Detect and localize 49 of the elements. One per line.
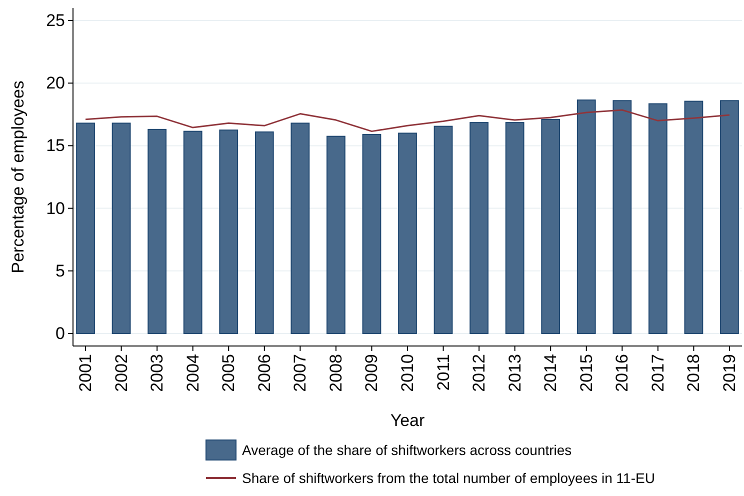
- x-tick-label: 2014: [541, 354, 560, 392]
- bar: [720, 100, 739, 334]
- x-tick-label: 2017: [648, 354, 668, 392]
- bar: [76, 122, 95, 334]
- x-tick-label: 2010: [398, 354, 417, 392]
- y-tick-label: 20: [46, 74, 65, 93]
- x-tick-label: 2007: [290, 354, 310, 392]
- bar: [684, 100, 704, 334]
- bar: [290, 122, 310, 334]
- y-tick-label: 10: [46, 198, 65, 218]
- x-tick-label: 2009: [362, 354, 382, 392]
- y-tick-label: 25: [46, 11, 65, 30]
- bar: [576, 100, 596, 334]
- x-tick-label: 2011: [434, 354, 453, 391]
- bar: [254, 131, 274, 334]
- bar: [541, 118, 560, 334]
- legend-label: Average of the share of shiftworkers across countries: [242, 442, 572, 458]
- y-axis-title: Percentage of employees: [8, 80, 28, 274]
- x-tick-label: 2006: [254, 354, 274, 392]
- y-tick-label: 5: [56, 261, 65, 280]
- x-tick-label: 2013: [505, 354, 524, 392]
- bar: [112, 122, 131, 334]
- bar: [148, 128, 167, 334]
- bar: [470, 122, 488, 334]
- x-tick-label: 2005: [219, 354, 238, 392]
- x-tick-label: 2015: [576, 354, 596, 392]
- x-tick-label: 2016: [612, 354, 632, 392]
- bar: [362, 134, 382, 334]
- x-tick-label: 2001: [76, 354, 96, 392]
- bar: [612, 100, 632, 334]
- y-tick-label: 0: [56, 324, 65, 343]
- bar: [648, 103, 668, 334]
- legend-label: Share of shiftworkers from the total number of employees in 11-EU: [242, 470, 655, 486]
- x-tick-label: 2002: [112, 354, 131, 392]
- bar: [219, 130, 238, 334]
- x-tick-label: 2018: [684, 354, 704, 392]
- line-series: [84, 109, 730, 132]
- x-tick-label: 2008: [326, 354, 346, 392]
- x-tick-label: 2004: [183, 354, 202, 392]
- bar: [183, 130, 202, 334]
- bar: [434, 126, 453, 334]
- bar: [326, 136, 346, 334]
- y-tick-label: 15: [46, 136, 65, 156]
- bar: [505, 122, 524, 334]
- x-tick-label: 2003: [148, 354, 167, 392]
- x-axis-title: Year: [390, 411, 426, 430]
- bar: [398, 132, 417, 334]
- x-tick-label: 2019: [720, 354, 739, 392]
- x-tick-label: 2012: [470, 354, 489, 392]
